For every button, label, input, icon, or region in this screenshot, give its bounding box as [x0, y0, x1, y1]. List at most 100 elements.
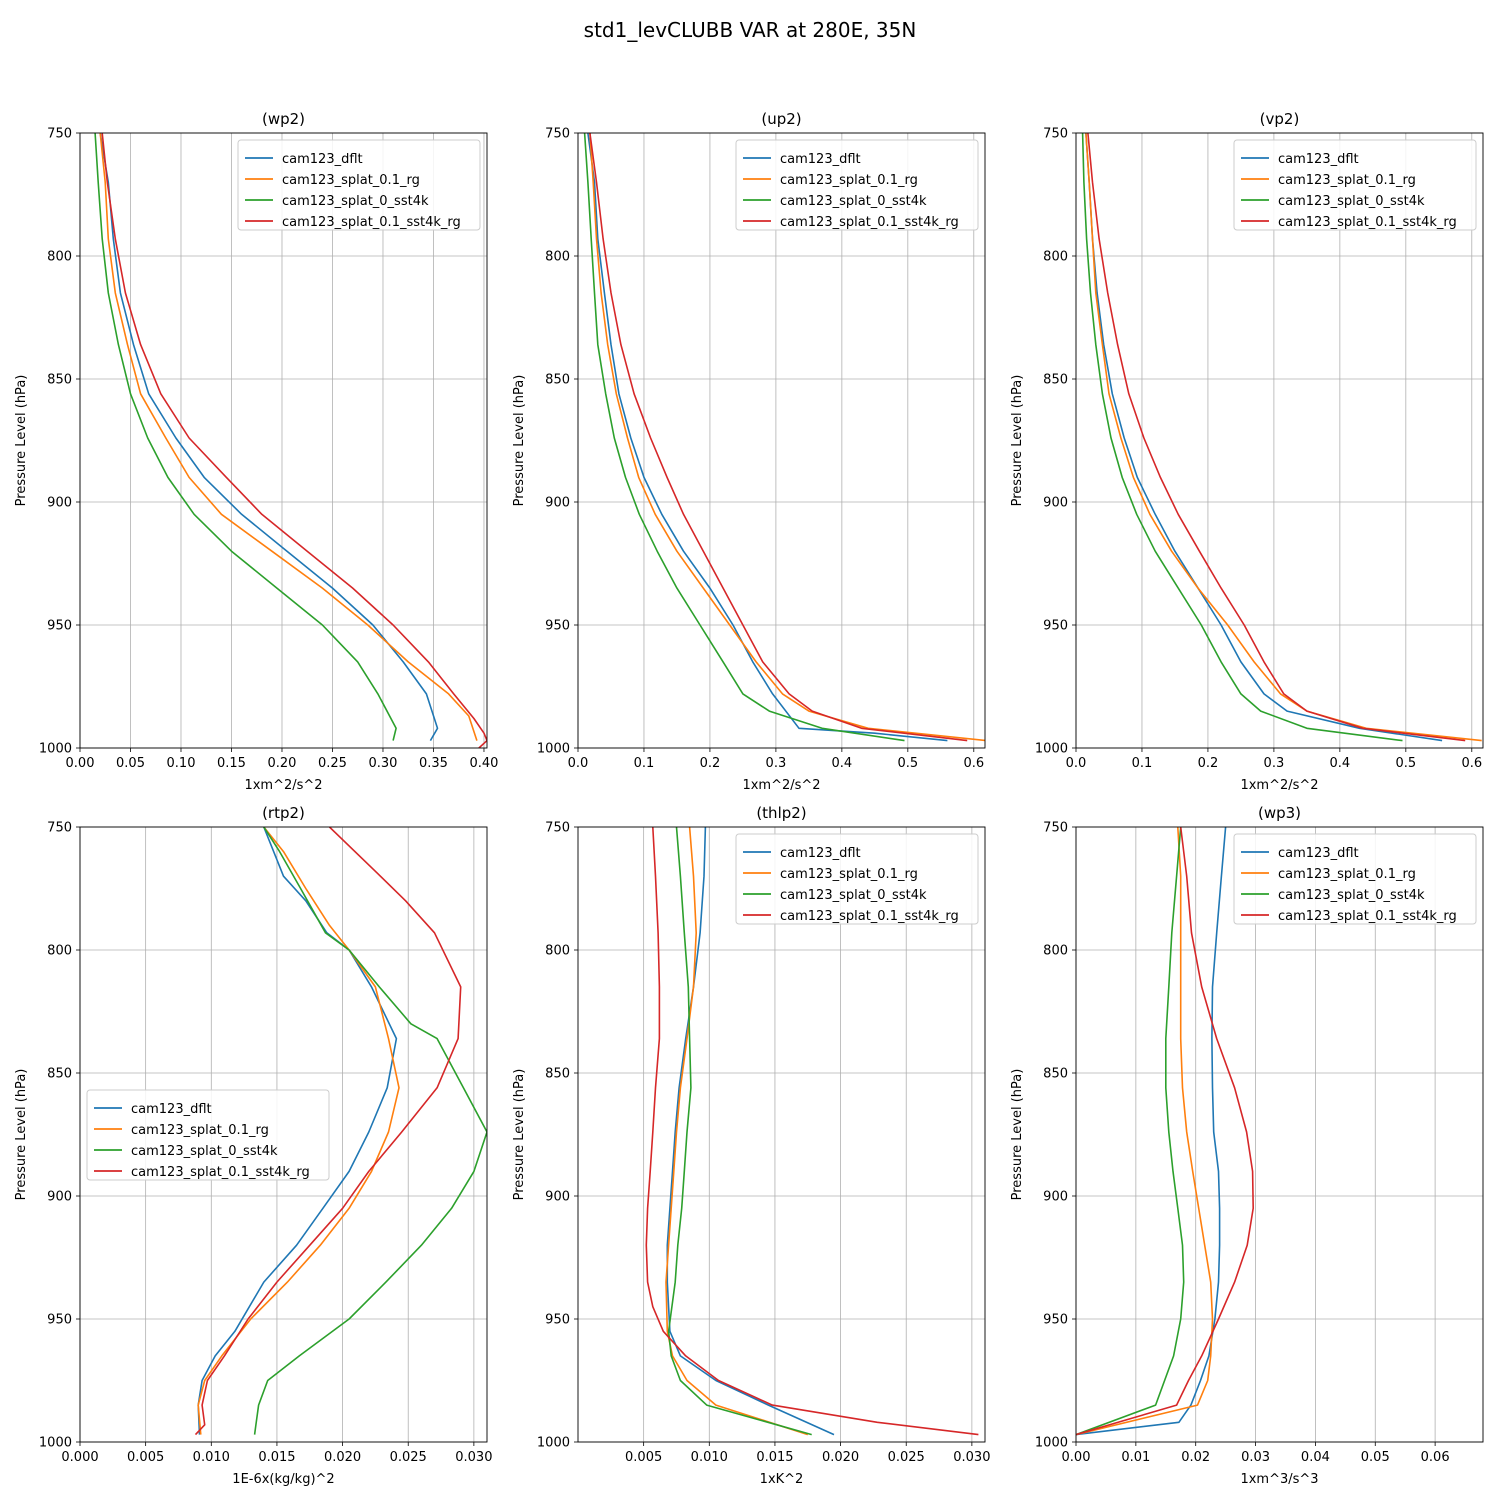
x-axis-label: 1xm^2/s^2 [742, 778, 820, 793]
series-line-cam123-splat-0-1-sst4k-rg [645, 827, 979, 1436]
y-tick-label: 850 [545, 373, 570, 388]
x-tick-label: 0.020 [822, 1450, 859, 1465]
y-tick-label: 900 [47, 496, 72, 511]
legend-label: cam123_splat_0_sst4k [282, 194, 429, 209]
y-tick-label: 950 [47, 619, 72, 634]
y-tick-label: 950 [1043, 1313, 1068, 1328]
plot-frame [577, 132, 986, 749]
legend-label: cam123_splat_0.1_rg [131, 1123, 269, 1138]
series-line-cam123-dflt [587, 133, 948, 742]
legend: cam123_dflt cam123_splat_0.1_rg cam123_spl… [1233, 139, 1477, 231]
x-tick-label: 0.40 [469, 756, 498, 771]
y-tick-label: 850 [47, 373, 72, 388]
legend-label: cam123_splat_0.1_sst4k_rg [1278, 909, 1457, 924]
y-tick-label: 1000 [1035, 742, 1068, 757]
legend: cam123_dflt cam123_splat_0.1_rg cam123_spl… [1233, 833, 1477, 925]
panel-title: (thlp2) [756, 804, 806, 822]
series-line-cam123-splat-0-1-sst4k-rg [589, 133, 968, 742]
plot-frame [79, 132, 488, 749]
x-tick-label: 0.010 [691, 1450, 728, 1465]
x-tick-label: 0.25 [318, 756, 347, 771]
y-tick-label: 750 [1043, 127, 1068, 142]
y-tick-label: 750 [47, 127, 72, 142]
y-tick-label: 800 [47, 944, 72, 959]
y-axis-label: Pressure Level (hPa) [512, 1069, 527, 1201]
panel-thlp2: 0.005 0.010 0.015 0.020 0.025 0.030 750 800 850 9… [512, 804, 990, 1487]
y-axis-label: Pressure Level (hPa) [512, 375, 527, 507]
legend-label: cam123_splat_0.1_sst4k_rg [1278, 215, 1457, 230]
x-tick-label: 0.03 [1241, 1450, 1270, 1465]
x-axis-label: 1xK^2 [760, 1472, 804, 1487]
legend-label: cam123_splat_0.1_rg [780, 867, 918, 882]
legend-box [1233, 833, 1477, 925]
y-tick-label: 800 [545, 944, 570, 959]
x-tick-label: 0.6 [1461, 756, 1482, 771]
y-axis-label: Pressure Level (hPa) [14, 1069, 29, 1201]
series-line-cam123-dflt [666, 827, 835, 1436]
x-tick-label: 0.3 [766, 756, 787, 771]
legend-box [735, 833, 979, 925]
y-tick-label: 850 [1043, 373, 1068, 388]
legend-label: cam123_dflt [780, 846, 861, 861]
plot-frame [79, 826, 488, 1443]
x-tick-label: 0.015 [756, 1450, 793, 1465]
plot-frame [1075, 132, 1484, 749]
series-line-cam123-dflt [1085, 133, 1443, 742]
legend-label: cam123_splat_0.1_sst4k_rg [780, 215, 959, 230]
series-line-cam123-dflt [99, 133, 439, 741]
series-line-cam123-splat-0-1-sst4k-rg [101, 133, 487, 748]
legend-label: cam123_dflt [282, 152, 363, 167]
series-line-cam123-splat-0-1-rg [197, 827, 400, 1435]
series-group [1076, 827, 1254, 1436]
panel-title: (rtp2) [262, 804, 305, 822]
x-tick-label: 0.04 [1301, 1450, 1330, 1465]
series-group [94, 133, 487, 748]
x-tick-label: 0.35 [419, 756, 448, 771]
series-line-cam123-splat-0-1-sst4k-rg [1087, 133, 1466, 742]
y-axis-label: Pressure Level (hPa) [1010, 375, 1025, 507]
panel-title: (vp2) [1260, 110, 1300, 128]
legend-label: cam123_splat_0.1_sst4k_rg [780, 909, 959, 924]
x-axis-label: 1E-6x(kg/kg)^2 [232, 1472, 334, 1487]
y-tick-label: 850 [545, 1067, 570, 1082]
legend-box [86, 1089, 330, 1181]
x-tick-label: 0.005 [625, 1450, 662, 1465]
y-tick-label: 900 [545, 1190, 570, 1205]
legend-label: cam123_splat_0_sst4k [780, 888, 927, 903]
panel-rtp2: 0.000 0.005 0.010 0.015 0.020 0.025 0.030 750 80… [14, 804, 492, 1487]
y-tick-label: 800 [47, 250, 72, 265]
plot-frame [1075, 826, 1484, 1443]
x-tick-label: 0.06 [1421, 1450, 1450, 1465]
y-tick-label: 850 [47, 1067, 72, 1082]
x-tick-label: 0.025 [888, 1450, 925, 1465]
y-tick-label: 800 [1043, 250, 1068, 265]
legend-label: cam123_splat_0.1_sst4k_rg [282, 215, 461, 230]
legend-label: cam123_splat_0_sst4k [1278, 888, 1425, 903]
y-tick-label: 950 [47, 1313, 72, 1328]
x-tick-label: 0.4 [1330, 756, 1351, 771]
y-axis-label: Pressure Level (hPa) [1010, 1069, 1025, 1201]
panel-wp3: 0.00 0.01 0.02 0.03 0.04 0.05 0.06 750 800 850 900… [1010, 804, 1484, 1487]
x-tick-label: 0.000 [61, 1450, 98, 1465]
x-tick-label: 0.01 [1121, 1450, 1150, 1465]
x-tick-label: 0.3 [1264, 756, 1285, 771]
x-tick-label: 0.005 [127, 1450, 164, 1465]
series-group [194, 827, 487, 1436]
y-tick-label: 750 [545, 821, 570, 836]
series-line-cam123-splat-0-1-sst4k-rg [194, 827, 462, 1436]
x-tick-label: 0.010 [193, 1450, 230, 1465]
x-tick-label: 0.10 [167, 756, 196, 771]
y-tick-label: 1000 [537, 1436, 570, 1451]
legend-label: cam123_dflt [1278, 152, 1359, 167]
series-line-cam123-splat-0-1-rg [1085, 133, 1482, 742]
series-group [1081, 133, 1482, 742]
panel-vp2: 0.0 0.1 0.2 0.3 0.4 0.5 0.6 750 800 850 900 950 1000… [1010, 110, 1484, 793]
legend-label: cam123_splat_0.1_sst4k_rg [131, 1165, 310, 1180]
legend: cam123_dflt cam123_splat_0.1_rg cam123_spl… [735, 139, 979, 231]
y-tick-label: 900 [1043, 1190, 1068, 1205]
panel-title: (up2) [761, 110, 801, 128]
legend-label: cam123_dflt [131, 1102, 212, 1117]
x-tick-label: 0.030 [953, 1450, 990, 1465]
x-tick-label: 0.025 [390, 1450, 427, 1465]
